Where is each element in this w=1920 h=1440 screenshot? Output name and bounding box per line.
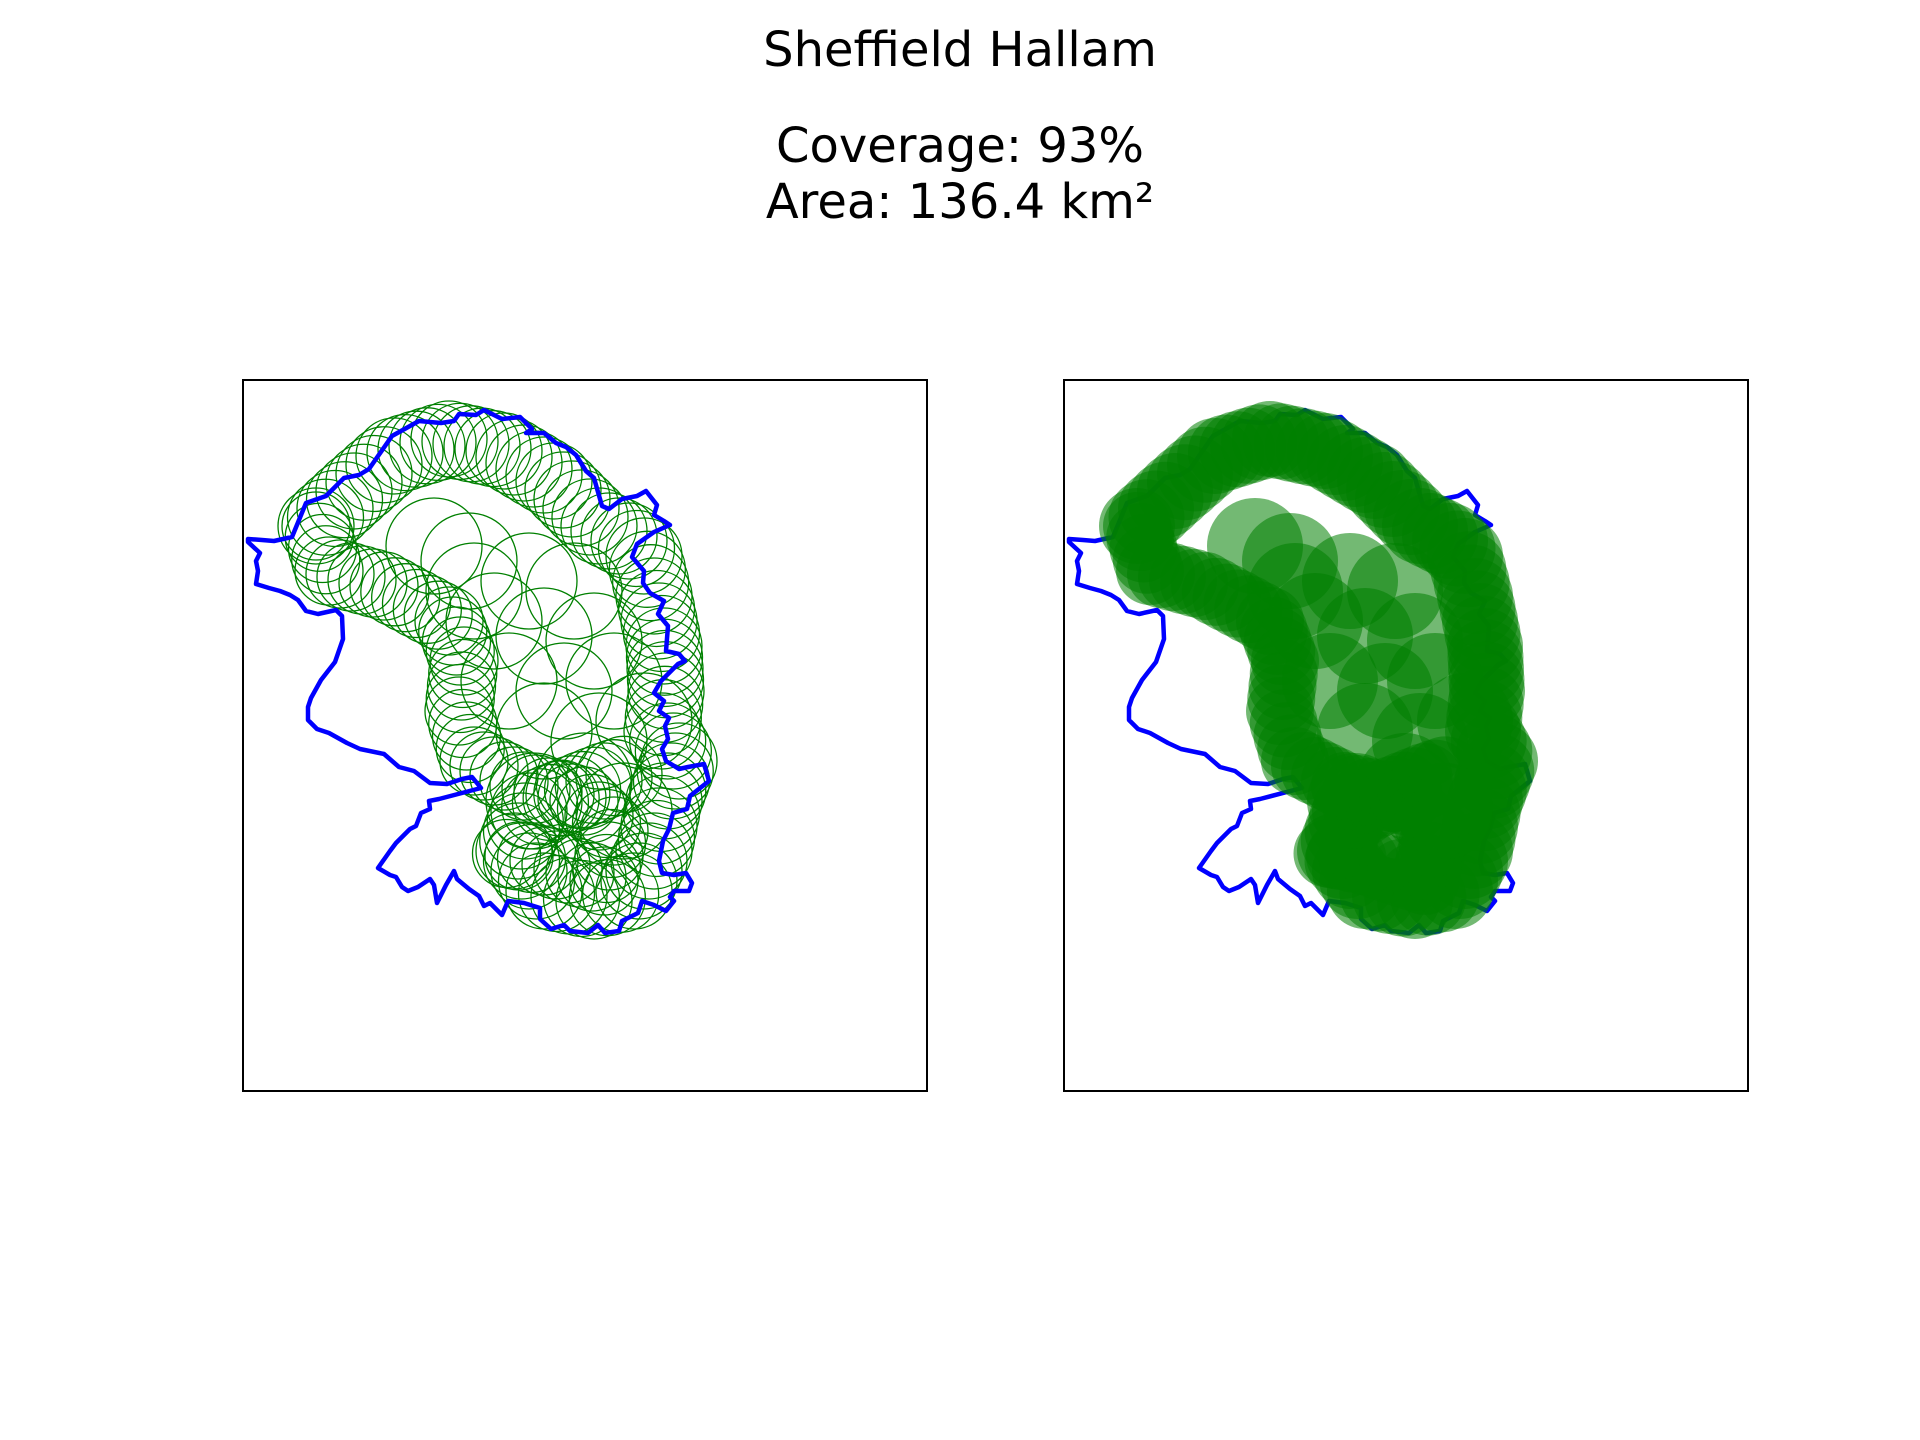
coverage-circle-outline [515, 642, 613, 740]
coverage-circle-outline [287, 513, 358, 584]
coverage-circle-outline [625, 607, 703, 685]
coverage-circle-outline [475, 418, 553, 496]
coverage-circle-filled [1417, 673, 1513, 769]
coverage-circle-outline [568, 859, 646, 937]
coverage-circle-outline [542, 469, 620, 547]
coverage-circle-outline [549, 766, 619, 836]
coverage-circle-outline [459, 736, 529, 806]
coverage-circle-outline [425, 616, 495, 686]
coverage-circle-outline [305, 461, 384, 539]
coverage-circle-outline [550, 692, 648, 790]
coverage-circle-outline [524, 451, 602, 529]
coverage-circle-outline [281, 491, 351, 561]
coverage-circle-outline [471, 818, 542, 889]
coverage-circle-outline [590, 502, 668, 580]
coverage-circle-outline [484, 821, 554, 891]
coverage-circle-outline [385, 497, 483, 595]
coverage-circle-filled [1207, 498, 1303, 594]
coverage-circle-outline [428, 638, 498, 709]
coverage-circle-filled [1397, 763, 1493, 859]
coverage-circle-outline [316, 542, 386, 612]
coverage-circle-outline [371, 563, 441, 633]
coverage-circle-outline [424, 676, 494, 746]
coverage-circle-outline [495, 682, 593, 780]
coverage-circle-outline [465, 412, 543, 490]
coverage-circle-outline [545, 838, 615, 908]
coverage-circle-outline [291, 525, 361, 595]
coverage-circle-outline [557, 842, 627, 912]
coverage-circle-outline [595, 672, 693, 770]
coverage-circle-outline [505, 436, 583, 514]
coverage-circle-outline [399, 403, 477, 482]
coverage-circle-outline [521, 830, 591, 900]
coverage-circle-outline [489, 751, 559, 821]
coverage-circle-outline [565, 742, 643, 820]
coverage-circle-outline [626, 629, 704, 708]
coverage-circle-outline [431, 701, 502, 771]
coverage-circle-outline [429, 626, 499, 696]
coverage-circle-outline [425, 542, 523, 640]
coverage-circle-outline [535, 732, 633, 830]
coverage-circle-outline [525, 542, 623, 640]
coverage-circle-outline [551, 478, 629, 556]
coverage-circle-outline [485, 424, 563, 502]
coverage-circle-outline [381, 568, 452, 639]
coverage-circles-outline [277, 400, 718, 940]
coverage-circle-outline [335, 434, 413, 513]
coverage-circle-outline [612, 544, 690, 622]
coverage-circle-outline [296, 469, 374, 548]
coverage-circle-outline [426, 651, 497, 721]
figure-title: Sheffield Hallam [763, 22, 1157, 78]
coverage-circle-outline [345, 426, 423, 504]
coverage-circle-outline [505, 852, 583, 930]
coverage-circle-outline [571, 788, 642, 859]
filled-map-svg [1066, 401, 1538, 939]
coverage-circle-outline [545, 592, 643, 690]
coverage-circle-outline [445, 572, 543, 670]
coverage-circle-outline [564, 781, 634, 851]
coverage-circle-outline [501, 754, 571, 824]
coverage-circle-outline [410, 400, 488, 478]
outline-map-panel [242, 379, 928, 1092]
coverage-circle-outline [454, 409, 532, 488]
outline-map-svg [245, 400, 718, 940]
coverage-circle-outline [513, 757, 583, 827]
coverage-circle-outline [305, 539, 375, 609]
coverage-circle-outline [490, 832, 568, 910]
coverage-circle-outline [565, 632, 663, 730]
coverage-circle-outline [425, 663, 495, 734]
coverage-circle-outline [634, 712, 712, 790]
filled-map-panel [1063, 379, 1749, 1092]
coverage-circle-outline [640, 722, 718, 800]
coverage-circle-outline [480, 532, 578, 630]
coverage-circle-outline [460, 632, 558, 730]
coverage-circle-outline [449, 731, 519, 801]
coverage-circle-outline [421, 402, 499, 481]
constituency-boundary [245, 407, 712, 936]
coverage-circle-outline [608, 530, 686, 608]
coverage-circle-outline [325, 443, 403, 521]
coverage-circle-outline [294, 536, 364, 606]
coverage-circle-outline [485, 752, 583, 850]
area-label: Area: 136.4 km² [765, 174, 1155, 230]
coverage-label: Coverage: 93% [775, 118, 1145, 174]
coverage-circle-outline [569, 846, 639, 916]
coverage-circle-outline [338, 548, 408, 618]
coverage-circle-outline [327, 545, 397, 615]
coverage-circle-outline [495, 587, 593, 685]
coverage-circles-filled [1099, 401, 1538, 939]
coverage-circle-outline [414, 586, 484, 656]
coverage-circle-outline [629, 702, 707, 780]
coverage-circle-outline [432, 405, 510, 483]
coverage-circle-outline [315, 452, 393, 530]
coverage-circle-outline [360, 557, 430, 627]
coverage-circle-filled [1307, 753, 1403, 849]
coverage-circle-outline [597, 509, 676, 588]
coverage-circle-outline [349, 551, 419, 621]
